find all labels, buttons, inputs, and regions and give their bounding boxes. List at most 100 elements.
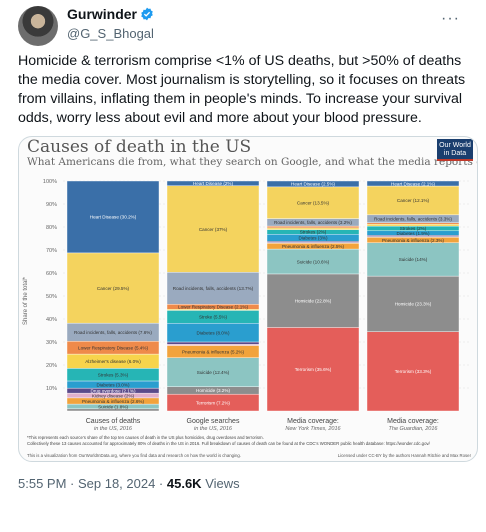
y-axis-label: Share of the total* bbox=[23, 276, 29, 325]
bar-segment bbox=[366, 223, 460, 227]
segment-label: Cancer (12.1%) bbox=[397, 198, 430, 203]
bar-segment bbox=[266, 227, 360, 230]
views-count: 45.6K bbox=[166, 476, 202, 491]
display-name[interactable]: Gurwinder bbox=[67, 6, 138, 22]
segment-label: Lower Respiratory Disease (5.4%) bbox=[78, 345, 148, 350]
segment-label: Terrorism (33.3%) bbox=[395, 369, 432, 374]
y-tick-label: 10% bbox=[46, 386, 57, 392]
y-tick-label: 80% bbox=[46, 225, 57, 231]
bar-segment bbox=[166, 357, 260, 387]
bar-segment bbox=[366, 180, 460, 187]
bar-segment bbox=[166, 272, 260, 305]
y-tick-label: 100% bbox=[43, 179, 57, 185]
x-category-sublabel: in the US, 2016 bbox=[194, 426, 233, 432]
bar-segment bbox=[266, 186, 360, 219]
segment-label: Suicide (10.6%) bbox=[297, 259, 330, 264]
segment-label: Lower Respiratory Disease (2.1%) bbox=[178, 305, 248, 310]
segment-label: Road incidents, falls, accidents (3.2%) bbox=[274, 220, 352, 225]
y-tick-label: 30% bbox=[46, 340, 57, 346]
author-block: Gurwinder @G_S_Bhogal bbox=[67, 6, 154, 41]
y-tick-label: 20% bbox=[46, 363, 57, 369]
y-tick-label: 70% bbox=[46, 248, 57, 254]
bar-segment bbox=[166, 341, 260, 345]
segment-label: Alzheimer's disease (6.0%) bbox=[85, 359, 141, 364]
segment-label: Suicide (12.4%) bbox=[197, 370, 230, 375]
segment-label: Kidney disease (2%) bbox=[92, 393, 135, 398]
verified-icon bbox=[141, 7, 153, 21]
bar-segment bbox=[66, 252, 160, 324]
chart-title: Causes of death in the US bbox=[27, 137, 252, 157]
x-category-sublabel: The Guardian, 2016 bbox=[389, 426, 439, 432]
chart-source: This is a visualization from OurWorldInD… bbox=[27, 453, 241, 458]
segment-label: Road incidents, falls, accidents (13.7%) bbox=[173, 286, 254, 291]
segment-label: Cancer (37%) bbox=[199, 227, 228, 232]
segment-label: Heart Disease (2.5%) bbox=[291, 182, 335, 187]
bar-segment bbox=[366, 275, 460, 332]
bar-segment bbox=[166, 180, 260, 186]
segment-label: Diabetes (3.0%) bbox=[97, 382, 130, 387]
owid-logo: Our World in Data bbox=[437, 139, 473, 161]
chart-license: Licensed under CC-BY by the authors Hann… bbox=[338, 453, 472, 458]
x-category-sublabel: in the US, 2016 bbox=[94, 426, 133, 432]
segment-label: Terrorism (7.2%) bbox=[196, 400, 230, 405]
segment-label: Terrorism (35.6%) bbox=[295, 367, 332, 372]
bar-segment bbox=[366, 222, 460, 225]
bar-segment bbox=[266, 273, 360, 328]
footnote-line-2: Collectively these 13 causes accounted f… bbox=[27, 441, 431, 446]
segment-label: Diabetes (1.9%) bbox=[397, 231, 430, 236]
segment-label: Road incidents, falls, accidents (7.6%) bbox=[74, 330, 152, 335]
segment-label: Cancer (29.5%) bbox=[97, 286, 130, 291]
tweet-image[interactable]: Causes of death in the US What Americans… bbox=[18, 136, 478, 462]
avatar[interactable] bbox=[18, 6, 58, 46]
segment-label: Homicide (22.8%) bbox=[295, 298, 332, 303]
y-tick-label: 60% bbox=[46, 271, 57, 277]
views-label: Views bbox=[201, 476, 240, 491]
segment-label: Pneumonia & influenza (5.2%) bbox=[182, 349, 245, 354]
tweet-text: Homicide & terrorism comprise <1% of US … bbox=[18, 53, 466, 126]
x-category-sublabel: New York Times, 2016 bbox=[285, 426, 341, 432]
segment-label: Heart Disease (30.2%) bbox=[90, 215, 137, 220]
x-category-label: Causes of deaths bbox=[86, 418, 141, 425]
segment-label: Strokes (5.3%) bbox=[98, 372, 129, 377]
segment-label: Pneumonia & influenza (2.6%) bbox=[82, 399, 145, 404]
segment-label: Homicide (23.3%) bbox=[395, 302, 432, 307]
handle[interactable]: @G_S_Bhogal bbox=[67, 26, 154, 41]
bar-segment bbox=[366, 331, 460, 412]
y-tick-label: 90% bbox=[46, 202, 57, 208]
segment-label: Homicide (3.2%) bbox=[196, 388, 230, 393]
segment-label: Strokes (2%) bbox=[400, 226, 427, 231]
segment-label: Pneumonia & influenza (2.3%) bbox=[382, 238, 445, 243]
segment-label: Heart Disease (2.1%) bbox=[391, 181, 435, 186]
segment-label: Heart Disease (2%) bbox=[193, 181, 234, 186]
tweet-meta: 5:55 PM · Sep 18, 2024 · 45.6K Views bbox=[18, 476, 240, 491]
segment-label: Diabetes (8.0%) bbox=[197, 330, 230, 335]
segment-label: Suicide (14%) bbox=[399, 257, 428, 262]
segment-label: Drug overdose (2.1%) bbox=[91, 388, 136, 393]
bar-segment bbox=[266, 180, 360, 188]
y-tick-label: 50% bbox=[46, 294, 57, 300]
segment-label: Strokes (2%) bbox=[300, 230, 327, 235]
chart-subtitle: What Americans die from, what they searc… bbox=[27, 156, 478, 168]
bar-segment bbox=[66, 180, 160, 254]
segment-label: Diabetes (3%) bbox=[298, 236, 328, 241]
footnote-line-1: *This represents each source's share of … bbox=[27, 435, 264, 440]
bar-segment bbox=[366, 242, 460, 277]
bar-segment bbox=[266, 225, 360, 229]
more-icon[interactable]: ··· bbox=[441, 10, 460, 27]
stacked-bar-chart: Share of the total* 100% 90% 80% 70% 60% 50% 40… bbox=[23, 179, 472, 458]
segment-label: Cancer (13.5%) bbox=[297, 201, 330, 206]
y-tick-label: 40% bbox=[46, 317, 57, 323]
x-category-label: Media coverage: bbox=[387, 418, 439, 425]
segment-label: Pneumonia & influenza (2.5%) bbox=[282, 244, 345, 249]
bar-segment bbox=[166, 185, 260, 273]
timestamp[interactable]: 5:55 PM · Sep 18, 2024 · bbox=[18, 476, 167, 491]
segment-label: Suicide (1.8%) bbox=[98, 404, 128, 409]
bar-segment bbox=[266, 248, 360, 275]
bar-segment bbox=[266, 327, 360, 412]
x-category-label: Google searches bbox=[187, 418, 240, 425]
x-category-label: Media coverage: bbox=[287, 418, 339, 425]
tweet-header: Gurwinder @G_S_Bhogal ··· bbox=[12, 0, 474, 46]
segment-label: Stroke (5.5%) bbox=[199, 315, 228, 320]
segment-label: Road incidents, falls, accidents (3.3%) bbox=[374, 217, 452, 222]
